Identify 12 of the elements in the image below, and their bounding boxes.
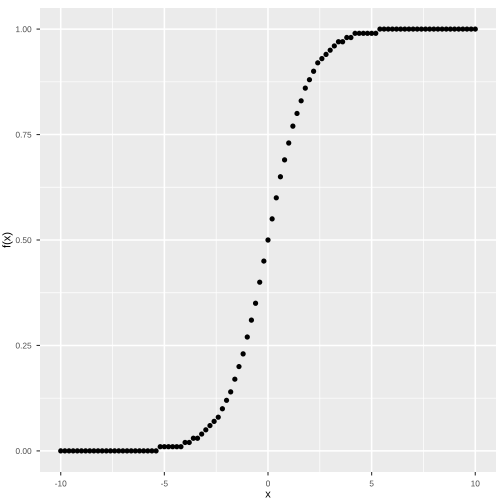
x-tick-label: 0 (266, 480, 270, 486)
x-tick-label: 10 (471, 480, 480, 486)
y-tick-label: 0.50 (16, 237, 32, 244)
x-tick-label: 5 (370, 480, 374, 486)
x-axis-title: x (265, 492, 271, 498)
y-axis-title: f(x) (2, 232, 13, 248)
y-tick-label: 1.00 (16, 26, 32, 32)
x-tick-label: -10 (55, 480, 66, 486)
y-tick-label: 0.25 (16, 342, 32, 349)
y-tick-label: 0.75 (16, 132, 32, 138)
x-tick-label: -5 (161, 480, 168, 486)
y-tick-label: 0.00 (16, 448, 32, 454)
